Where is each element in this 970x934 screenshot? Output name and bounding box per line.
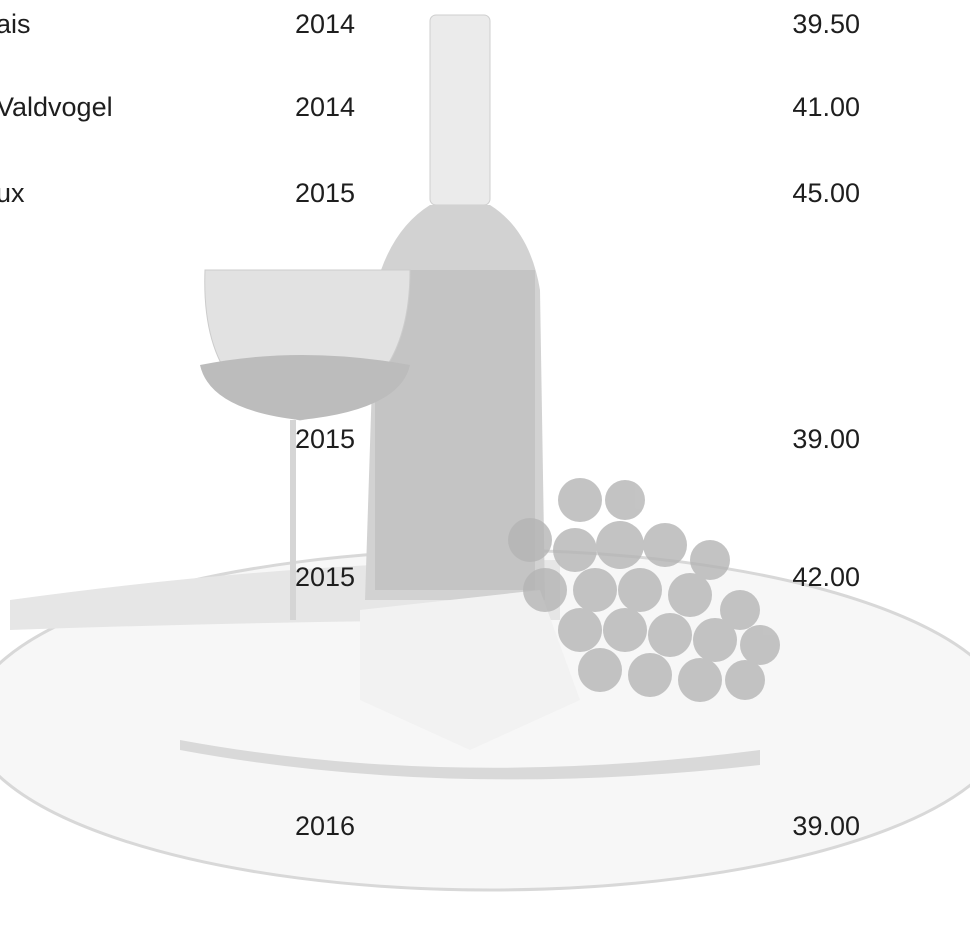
row-price: 45.00 xyxy=(792,178,860,208)
row-year: 2015 xyxy=(295,562,356,592)
row-year: 2015 xyxy=(295,424,356,454)
row-year: 2014 xyxy=(295,92,356,122)
row-name: ux xyxy=(0,178,25,208)
row-price: 42.00 xyxy=(792,562,860,592)
row-price: 39.00 xyxy=(792,811,860,841)
row-price: 39.50 xyxy=(792,9,860,39)
row-price: 41.00 xyxy=(792,92,860,122)
row-name: ais xyxy=(0,9,31,39)
row-name: Valdvogel xyxy=(0,92,113,122)
row-price: 39.00 xyxy=(792,424,860,454)
row-year: 2014 xyxy=(295,9,356,39)
row-year: 2015 xyxy=(295,178,356,208)
row-year: 2016 xyxy=(295,811,356,841)
